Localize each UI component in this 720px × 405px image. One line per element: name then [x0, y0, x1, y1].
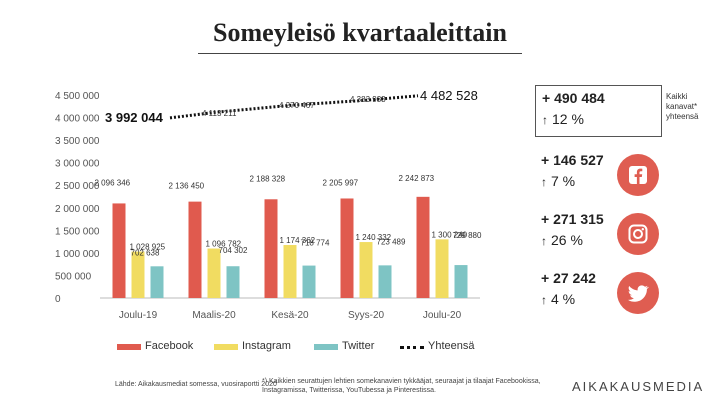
kpi-twitter-pct: ↑ 4 % — [541, 291, 575, 307]
data-label-twitter: 702 638 — [131, 248, 160, 257]
bar-twitter — [302, 265, 316, 298]
y-tick-label: 4 500 000 — [55, 91, 100, 102]
kpi-total-pct-value: 12 % — [552, 111, 584, 127]
kpi-facebook-abs: + 146 527 — [541, 152, 604, 168]
bar-instagram — [207, 248, 221, 298]
data-label-twitter: 723 489 — [377, 237, 406, 246]
legend-label-total: Yhteensä — [428, 340, 475, 352]
bar-twitter — [150, 266, 164, 298]
kpi-facebook-pct: ↑ 7 % — [541, 173, 575, 189]
bar-instagram — [359, 242, 373, 298]
y-tick-label: 0 — [55, 294, 61, 305]
data-label-instagram: 1 174 362 — [280, 236, 316, 245]
data-label-twitter: 704 302 — [219, 246, 248, 255]
bar-facebook — [340, 198, 354, 298]
data-label-total: 4 482 528 — [420, 88, 478, 103]
x-tick-label: Syys-20 — [348, 310, 385, 321]
data-label-twitter: 729 880 — [453, 231, 482, 240]
x-tick-label: Joulu-20 — [423, 310, 462, 321]
data-label-facebook: 2 136 450 — [169, 182, 205, 191]
y-tick-label: 1 000 000 — [55, 249, 100, 260]
legend-label-twitter: Twitter — [342, 340, 375, 352]
kpi-instagram-pct: ↑ 26 % — [541, 232, 583, 248]
bar-twitter — [378, 265, 392, 298]
facebook-icon — [617, 154, 659, 196]
legend-swatch-total — [400, 346, 424, 349]
bar-facebook — [112, 203, 126, 298]
y-tick-label: 500 000 — [55, 271, 92, 282]
data-label-instagram: 1 028 925 — [130, 243, 166, 252]
chart-title: Someyleisö kvartaaleittain — [213, 18, 507, 47]
data-label-twitter: 718 774 — [301, 239, 330, 248]
x-tick-label: Kesä-20 — [271, 310, 309, 321]
bar-facebook — [188, 201, 202, 298]
data-label-facebook: 2 188 328 — [250, 174, 286, 183]
instagram-icon — [617, 213, 659, 255]
bar-facebook — [416, 196, 430, 298]
bar-instagram — [283, 245, 297, 298]
kpi-twitter: + 27 242 ↑ 4 % — [535, 266, 663, 322]
legend-swatch-facebook — [117, 344, 141, 350]
data-label-facebook: 2 096 346 — [95, 178, 131, 187]
kpi-twitter-abs: + 27 242 — [541, 270, 596, 286]
data-label-instagram: 1 300 240 — [432, 230, 468, 239]
y-tick-label: 3 000 000 — [55, 159, 100, 170]
kpi-instagram-pct-value: 26 % — [551, 232, 583, 248]
bar-instagram — [435, 239, 449, 298]
data-label-total: 4 270 467 — [279, 101, 315, 110]
total-note: Kaikki kanavat* yhteensä — [666, 92, 699, 121]
arrow-up-icon: ↑ — [542, 113, 548, 127]
x-tick-label: Maalis-20 — [192, 310, 236, 321]
arrow-up-icon: ↑ — [541, 175, 547, 189]
arrow-up-icon: ↑ — [541, 234, 547, 248]
brand-logo: AIKAKAUSMEDIA — [572, 379, 705, 394]
kpi-total-abs: + 490 484 — [542, 90, 605, 106]
legend-swatch-twitter — [314, 344, 338, 350]
data-label-facebook: 2 242 873 — [399, 174, 435, 183]
kpi-total-pct: ↑ 12 % — [542, 111, 584, 127]
kpi-instagram: + 271 315 ↑ 26 % — [535, 207, 663, 263]
data-label-instagram: 1 096 782 — [206, 240, 242, 249]
legend-swatch-instagram — [214, 344, 238, 350]
kpi-total: + 490 484 ↑ 12 % — [535, 85, 662, 137]
bar-twitter — [454, 265, 468, 298]
series-line-total — [169, 94, 419, 120]
bar-facebook — [264, 199, 278, 298]
y-tick-label: 2 000 000 — [55, 204, 100, 215]
y-tick-label: 3 500 000 — [55, 136, 100, 147]
source-note: Lähde: Aikakausmediat somessa, vuosirapo… — [115, 381, 277, 388]
data-label-facebook: 2 205 997 — [323, 178, 359, 187]
data-label-total: 4 113 211 — [202, 109, 237, 118]
y-tick-label: 2 500 000 — [55, 181, 100, 192]
data-label-instagram: 1 240 332 — [356, 233, 392, 242]
bar-twitter — [226, 266, 240, 298]
twitter-icon — [617, 272, 659, 314]
bar-instagram — [131, 251, 145, 298]
legend-label-facebook: Facebook — [145, 340, 194, 352]
kpi-instagram-abs: + 271 315 — [541, 211, 604, 227]
title-underline — [198, 53, 522, 54]
y-tick-label: 1 500 000 — [55, 226, 100, 237]
data-label-total: 4 383 933 — [350, 95, 386, 104]
footnote: *) Kaikkien seurattujen lehtien somekana… — [262, 378, 541, 394]
kpi-twitter-pct-value: 4 % — [551, 291, 576, 307]
data-label-total: 3 992 044 — [105, 110, 164, 125]
legend-label-instagram: Instagram — [242, 340, 291, 352]
y-tick-label: 4 000 000 — [55, 114, 100, 125]
x-tick-label: Joulu-19 — [119, 310, 158, 321]
arrow-up-icon: ↑ — [541, 293, 547, 307]
kpi-facebook: + 146 527 ↑ 7 % — [535, 148, 663, 204]
kpi-facebook-pct-value: 7 % — [551, 173, 576, 189]
